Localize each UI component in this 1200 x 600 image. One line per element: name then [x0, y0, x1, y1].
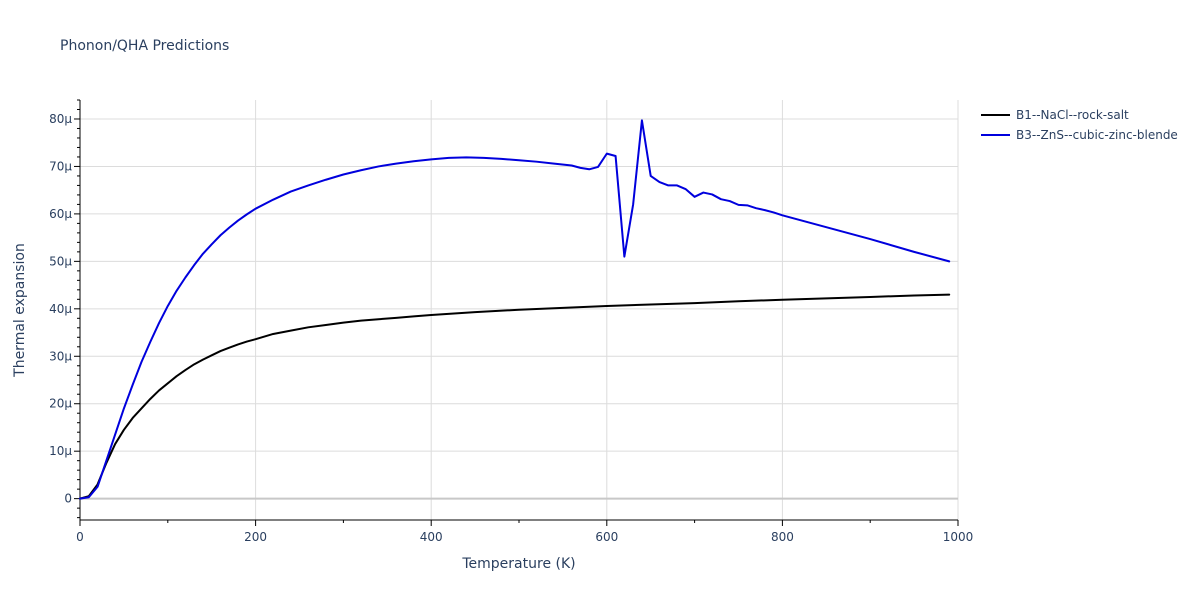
- axes: 0 200 400 600 800 1000 0 10μ 20μ 30μ 40μ 50μ 60μ 70μ 8…: [49, 99, 974, 544]
- legend[interactable]: B1--NaCl--rock-salt B3--ZnS--cubic-zinc-b…: [981, 108, 1178, 142]
- y-tick-label: 10μ: [49, 444, 72, 458]
- legend-item[interactable]: B3--ZnS--cubic-zinc-blende: [981, 128, 1178, 142]
- x-tick-label: 800: [771, 530, 794, 544]
- grid: [80, 100, 959, 520]
- x-tick-label: 1000: [943, 530, 974, 544]
- y-tick-label: 0: [64, 492, 72, 506]
- y-axis-title: Thermal expansion: [12, 243, 28, 378]
- legend-label: B1--NaCl--rock-salt: [1016, 108, 1129, 122]
- y-tick-label: 40μ: [49, 302, 72, 316]
- y-tick-label: 80μ: [49, 112, 72, 126]
- y-tick-label: 70μ: [49, 159, 72, 173]
- x-tick-label: 0: [76, 530, 84, 544]
- y-tick-label: 30μ: [49, 349, 72, 363]
- x-tick-label: 200: [244, 530, 267, 544]
- legend-item[interactable]: B1--NaCl--rock-salt: [981, 108, 1129, 122]
- y-tick-label: 60μ: [49, 207, 72, 221]
- plot-area: [79, 119, 951, 500]
- x-tick-label: 600: [595, 530, 618, 544]
- legend-label: B3--ZnS--cubic-zinc-blende: [1016, 128, 1178, 142]
- series-line-1[interactable]: [79, 293, 951, 500]
- x-axis-title: Temperature (K): [461, 556, 575, 572]
- series-line-2[interactable]: [79, 119, 951, 500]
- y-tick-label: 50μ: [49, 254, 72, 268]
- y-tick-label: 20μ: [49, 397, 72, 411]
- chart-title: Phonon/QHA Predictions: [60, 38, 229, 54]
- x-tick-label: 400: [420, 530, 443, 544]
